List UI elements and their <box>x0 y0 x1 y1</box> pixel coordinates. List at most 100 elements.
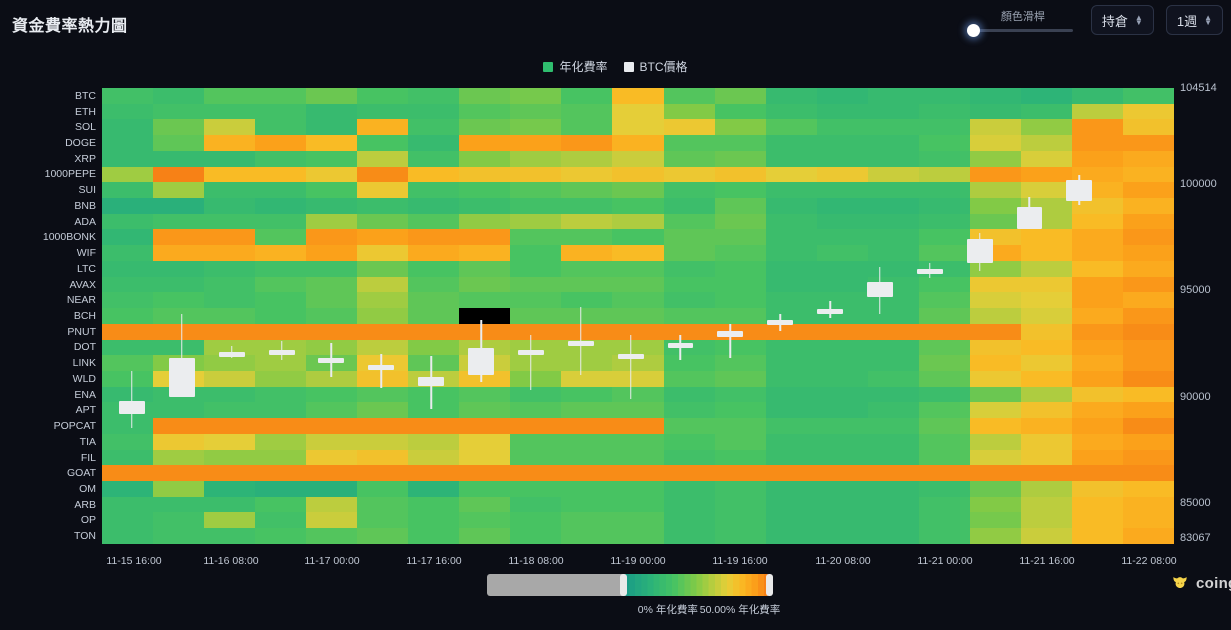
heatmap-cell[interactable] <box>510 166 562 183</box>
heatmap-cell[interactable] <box>918 276 970 293</box>
heatmap-cell[interactable] <box>510 276 562 293</box>
heatmap-cell[interactable] <box>561 119 613 136</box>
heatmap-cell[interactable] <box>306 88 358 104</box>
heatmap-cell[interactable] <box>714 245 766 261</box>
heatmap-cell[interactable] <box>612 229 664 246</box>
heatmap-row[interactable] <box>102 402 1174 419</box>
heatmap-cell[interactable] <box>612 323 664 340</box>
heatmap-cell[interactable] <box>1122 213 1174 230</box>
heatmap-cell[interactable] <box>1122 308 1174 324</box>
heatmap-cell[interactable] <box>1122 119 1174 136</box>
heatmap-cell[interactable] <box>663 496 715 513</box>
heatmap-cell[interactable] <box>408 198 460 214</box>
heatmap-cell[interactable] <box>102 528 154 544</box>
heatmap-cell[interactable] <box>459 166 511 183</box>
heatmap-cell[interactable] <box>612 339 664 356</box>
heatmap-cell[interactable] <box>357 370 409 387</box>
heatmap-cell[interactable] <box>663 480 715 497</box>
heatmap-cell[interactable] <box>612 245 664 261</box>
heatmap-cell[interactable] <box>561 308 613 324</box>
heatmap-cell[interactable] <box>816 370 868 387</box>
heatmap-cell[interactable] <box>306 119 358 136</box>
heatmap-cell[interactable] <box>153 512 205 529</box>
heatmap-cell[interactable] <box>459 245 511 261</box>
heatmap-cell[interactable] <box>204 150 256 167</box>
heatmap-cell[interactable] <box>408 245 460 261</box>
heatmap-cell[interactable] <box>816 355 868 371</box>
heatmap-cell[interactable] <box>510 355 562 371</box>
heatmap-cell[interactable] <box>765 496 817 513</box>
heatmap-cell[interactable] <box>1071 323 1123 340</box>
heatmap-cell[interactable] <box>765 512 817 529</box>
heatmap-cell[interactable] <box>408 355 460 371</box>
heatmap-cell[interactable] <box>357 480 409 497</box>
heatmap-cell[interactable] <box>612 308 664 324</box>
heatmap-cell[interactable] <box>1020 182 1072 199</box>
heatmap-cell[interactable] <box>918 150 970 167</box>
heatmap-cell[interactable] <box>561 480 613 497</box>
heatmap-cell[interactable] <box>510 135 562 151</box>
heatmap-cell[interactable] <box>1071 465 1123 481</box>
heatmap-cell[interactable] <box>510 245 562 261</box>
heatmap-cell[interactable] <box>816 449 868 466</box>
heatmap-cell[interactable] <box>357 182 409 199</box>
heatmap-cell[interactable] <box>816 260 868 277</box>
heatmap-cell[interactable] <box>561 276 613 293</box>
heatmap-row[interactable] <box>102 512 1174 529</box>
heatmap-cell[interactable] <box>306 512 358 529</box>
heatmap-cell[interactable] <box>204 512 256 529</box>
heatmap-row[interactable] <box>102 418 1174 434</box>
heatmap-cell[interactable] <box>357 402 409 419</box>
heatmap-cell[interactable] <box>1020 292 1072 309</box>
heatmap-cell[interactable] <box>663 260 715 277</box>
heatmap-cell[interactable] <box>459 119 511 136</box>
heatmap-cell[interactable] <box>357 245 409 261</box>
heatmap-cell[interactable] <box>357 198 409 214</box>
heatmap-cell[interactable] <box>1071 402 1123 419</box>
heatmap-cell[interactable] <box>969 512 1021 529</box>
heatmap-cell[interactable] <box>459 402 511 419</box>
heatmap-cell[interactable] <box>765 355 817 371</box>
heatmap-row[interactable] <box>102 103 1174 120</box>
heatmap-cell[interactable] <box>306 433 358 450</box>
heatmap-cell[interactable] <box>663 370 715 387</box>
heatmap-cell[interactable] <box>510 433 562 450</box>
heatmap-cell[interactable] <box>1020 418 1072 434</box>
heatmap-cell[interactable] <box>714 166 766 183</box>
heatmap-cell[interactable] <box>510 386 562 403</box>
heatmap-cell[interactable] <box>816 418 868 434</box>
heatmap-cell[interactable] <box>1020 339 1072 356</box>
heatmap-cell[interactable] <box>918 512 970 529</box>
heatmap-cell[interactable] <box>459 150 511 167</box>
heatmap-cell[interactable] <box>1071 103 1123 120</box>
heatmap-cell[interactable] <box>765 528 817 544</box>
heatmap-cell[interactable] <box>714 433 766 450</box>
heatmap-cell[interactable] <box>255 276 307 293</box>
mode-select[interactable]: 持倉 ▲ ▼ <box>1090 5 1154 35</box>
legend-item-btc-price[interactable]: BTC價格 <box>623 58 688 75</box>
heatmap-cell[interactable] <box>612 166 664 183</box>
heatmap-cell[interactable] <box>408 229 460 246</box>
legend-item-funding-rate[interactable]: 年化費率 <box>543 58 608 75</box>
heatmap-cell[interactable] <box>510 528 562 544</box>
heatmap-cell[interactable] <box>816 229 868 246</box>
heatmap-cell[interactable] <box>1020 276 1072 293</box>
heatmap-cell[interactable] <box>765 213 817 230</box>
heatmap-cell[interactable] <box>1020 260 1072 277</box>
heatmap-cell[interactable] <box>663 433 715 450</box>
heatmap-cell[interactable] <box>1122 512 1174 529</box>
heatmap-cell[interactable] <box>1071 245 1123 261</box>
heatmap-cell[interactable] <box>663 292 715 309</box>
heatmap-cell[interactable] <box>561 528 613 544</box>
heatmap-cell[interactable] <box>765 433 817 450</box>
heatmap-cell[interactable] <box>918 465 970 481</box>
heatmap-cell[interactable] <box>1122 449 1174 466</box>
heatmap-cell[interactable] <box>255 465 307 481</box>
heatmap-cell[interactable] <box>663 150 715 167</box>
heatmap-cell[interactable] <box>306 276 358 293</box>
heatmap-cell[interactable] <box>918 182 970 199</box>
heatmap-cell[interactable] <box>918 402 970 419</box>
heatmap-cell[interactable] <box>1122 260 1174 277</box>
heatmap-cell[interactable] <box>1071 528 1123 544</box>
heatmap-cell[interactable] <box>765 150 817 167</box>
